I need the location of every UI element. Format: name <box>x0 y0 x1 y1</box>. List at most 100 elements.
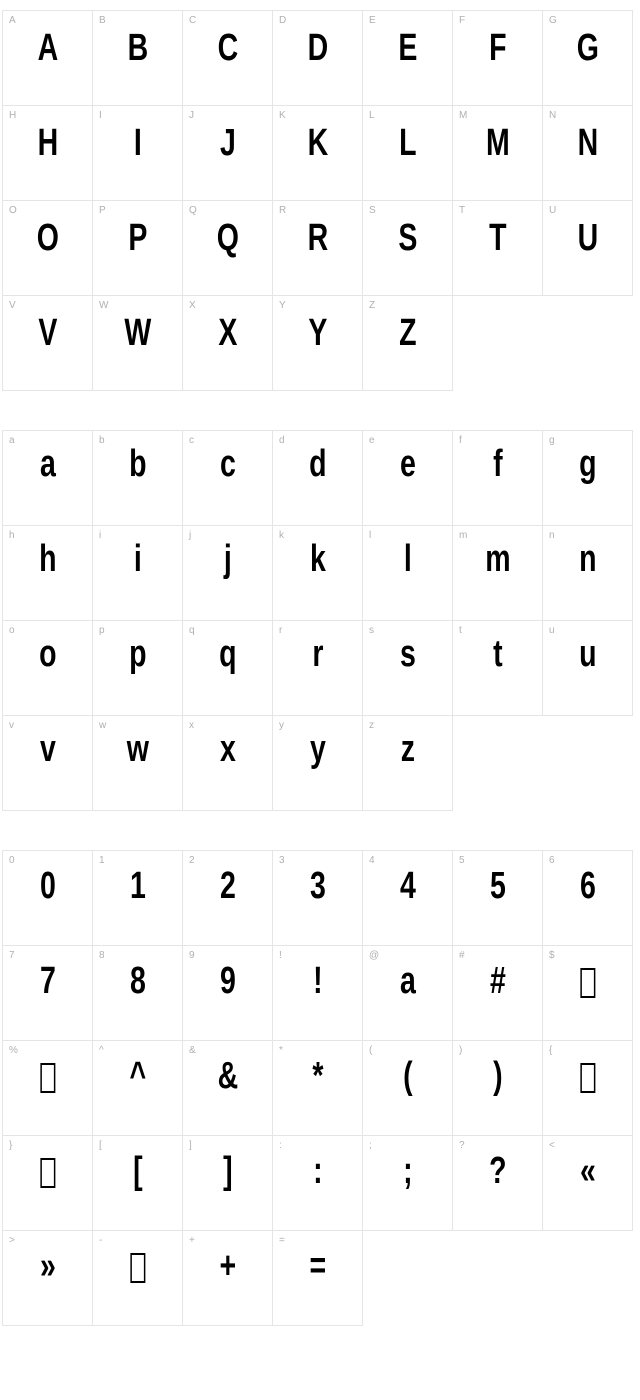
cell-label: * <box>279 1045 283 1056</box>
cell-glyph: e <box>374 445 441 483</box>
glyph-cell: == <box>272 1230 363 1326</box>
cell-glyph: F <box>464 29 531 67</box>
cell-glyph: v <box>14 730 81 768</box>
glyph-cell: xx <box>182 715 273 811</box>
cell-label: l <box>369 530 371 541</box>
glyph-cell: - <box>92 1230 183 1326</box>
cell-glyph: O <box>14 219 81 257</box>
cell-glyph: ! <box>284 962 351 1000</box>
cell-glyph <box>14 1057 81 1095</box>
cell-glyph: R <box>284 219 351 257</box>
empty-cell <box>542 715 633 811</box>
cell-glyph: W <box>104 314 171 352</box>
glyph-cell: vv <box>2 715 93 811</box>
cell-label: L <box>369 110 375 121</box>
section-uppercase: AABBCCDDEEFFGGHHIIJJKKLLMMNNOOPPQQRRSSTT… <box>0 10 640 390</box>
cell-glyph: & <box>194 1057 261 1095</box>
cell-glyph: i <box>104 540 171 578</box>
glyph-grid: 00112233445566778899!!@a##$%^^&&**(()){}… <box>2 850 640 1325</box>
glyph-cell: FF <box>452 10 543 106</box>
cell-label: ] <box>189 1140 192 1151</box>
cell-glyph: E <box>374 29 441 67</box>
glyph-cell: ZZ <box>362 295 453 391</box>
cell-glyph: h <box>14 540 81 578</box>
cell-label: J <box>189 110 194 121</box>
glyph-cell: ff <box>452 430 543 526</box>
glyph-cell: UU <box>542 200 633 296</box>
cell-glyph: q <box>194 635 261 673</box>
glyph-cell: hh <box>2 525 93 621</box>
glyph-cell: ss <box>362 620 453 716</box>
cell-glyph: ) <box>464 1057 531 1095</box>
cell-glyph: a <box>14 445 81 483</box>
glyph-cell: OO <box>2 200 93 296</box>
cell-glyph: u <box>554 635 621 673</box>
glyph-cell: ^^ <box>92 1040 183 1136</box>
cell-glyph: U <box>554 219 621 257</box>
cell-glyph: C <box>194 29 261 67</box>
cell-glyph: 5 <box>464 867 531 905</box>
cell-glyph: M <box>464 124 531 162</box>
cell-glyph: ; <box>374 1152 441 1190</box>
cell-label: [ <box>99 1140 102 1151</box>
cell-glyph: d <box>284 445 351 483</box>
glyph-cell: gg <box>542 430 633 526</box>
cell-label: & <box>189 1045 196 1056</box>
empty-cell <box>542 295 633 391</box>
cell-glyph: V <box>14 314 81 352</box>
cell-label: 3 <box>279 855 285 866</box>
glyph-cell: % <box>2 1040 93 1136</box>
glyph-cell: 66 <box>542 850 633 946</box>
cell-glyph: z <box>374 730 441 768</box>
cell-label: Y <box>279 300 286 311</box>
cell-glyph: K <box>284 124 351 162</box>
cell-label: S <box>369 205 376 216</box>
glyph-cell: nn <box>542 525 633 621</box>
glyph-cell: dd <box>272 430 363 526</box>
glyph-cell: II <box>92 105 183 201</box>
cell-label: E <box>369 15 376 26</box>
cell-label: A <box>9 15 16 26</box>
glyph-cell: ii <box>92 525 183 621</box>
cell-label: D <box>279 15 286 26</box>
glyph-cell: BB <box>92 10 183 106</box>
glyph-cell: PP <box>92 200 183 296</box>
cell-glyph: 2 <box>194 867 261 905</box>
glyph-cell: 44 <box>362 850 453 946</box>
cell-glyph: J <box>194 124 261 162</box>
glyph-cell: ;; <box>362 1135 453 1231</box>
cell-glyph: ? <box>464 1152 531 1190</box>
cell-label: 5 <box>459 855 465 866</box>
glyph-cell: bb <box>92 430 183 526</box>
cell-label: ( <box>369 1045 372 1056</box>
cell-glyph: Q <box>194 219 261 257</box>
glyph-grid: aabbccddeeffgghhiijjkkllmmnnooppqqrrsstt… <box>2 430 640 810</box>
cell-label: 0 <box>9 855 15 866</box>
glyph-cell: :: <box>272 1135 363 1231</box>
cell-glyph: b <box>104 445 171 483</box>
cell-glyph: t <box>464 635 531 673</box>
cell-label: K <box>279 110 286 121</box>
glyph-cell: WW <box>92 295 183 391</box>
missing-glyph-icon <box>40 1063 55 1093</box>
glyph-cell: uu <box>542 620 633 716</box>
cell-glyph: * <box>284 1057 351 1095</box>
cell-label: 8 <box>99 950 105 961</box>
cell-glyph <box>554 962 621 1000</box>
section-numbers-symbols: 00112233445566778899!!@a##$%^^&&**(()){}… <box>0 850 640 1325</box>
cell-label: { <box>549 1045 552 1056</box>
cell-glyph: T <box>464 219 531 257</box>
cell-label: T <box>459 205 465 216</box>
cell-label: 4 <box>369 855 375 866</box>
cell-glyph: D <box>284 29 351 67</box>
glyph-cell: JJ <box>182 105 273 201</box>
cell-label: X <box>189 300 196 311</box>
missing-glyph-icon <box>130 1253 145 1283</box>
section-lowercase: aabbccddeeffgghhiijjkkllmmnnooppqqrrsstt… <box>0 430 640 810</box>
cell-label: I <box>99 110 102 121</box>
glyph-cell: oo <box>2 620 93 716</box>
missing-glyph-icon <box>40 1158 55 1188</box>
cell-glyph: 3 <box>284 867 351 905</box>
glyph-cell: ## <box>452 945 543 1041</box>
glyph-cell: tt <box>452 620 543 716</box>
